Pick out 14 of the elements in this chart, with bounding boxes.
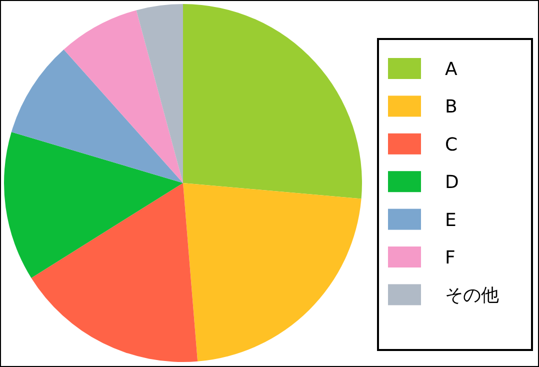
pie-slice — [31, 183, 198, 362]
legend-label: D — [445, 172, 459, 194]
legend-label: B — [445, 96, 458, 118]
pie-slice — [64, 10, 183, 183]
legend-label: E — [445, 210, 456, 231]
legend-label: その他 — [445, 285, 499, 306]
pie-slice — [136, 4, 183, 183]
pie-slice — [183, 4, 362, 199]
legend-label: F — [445, 248, 456, 268]
pie-slice — [11, 49, 183, 183]
pie-slice — [183, 183, 362, 362]
pie-slice — [4, 132, 183, 278]
legend-label: A — [445, 59, 458, 80]
legend-label: C — [445, 134, 458, 156]
